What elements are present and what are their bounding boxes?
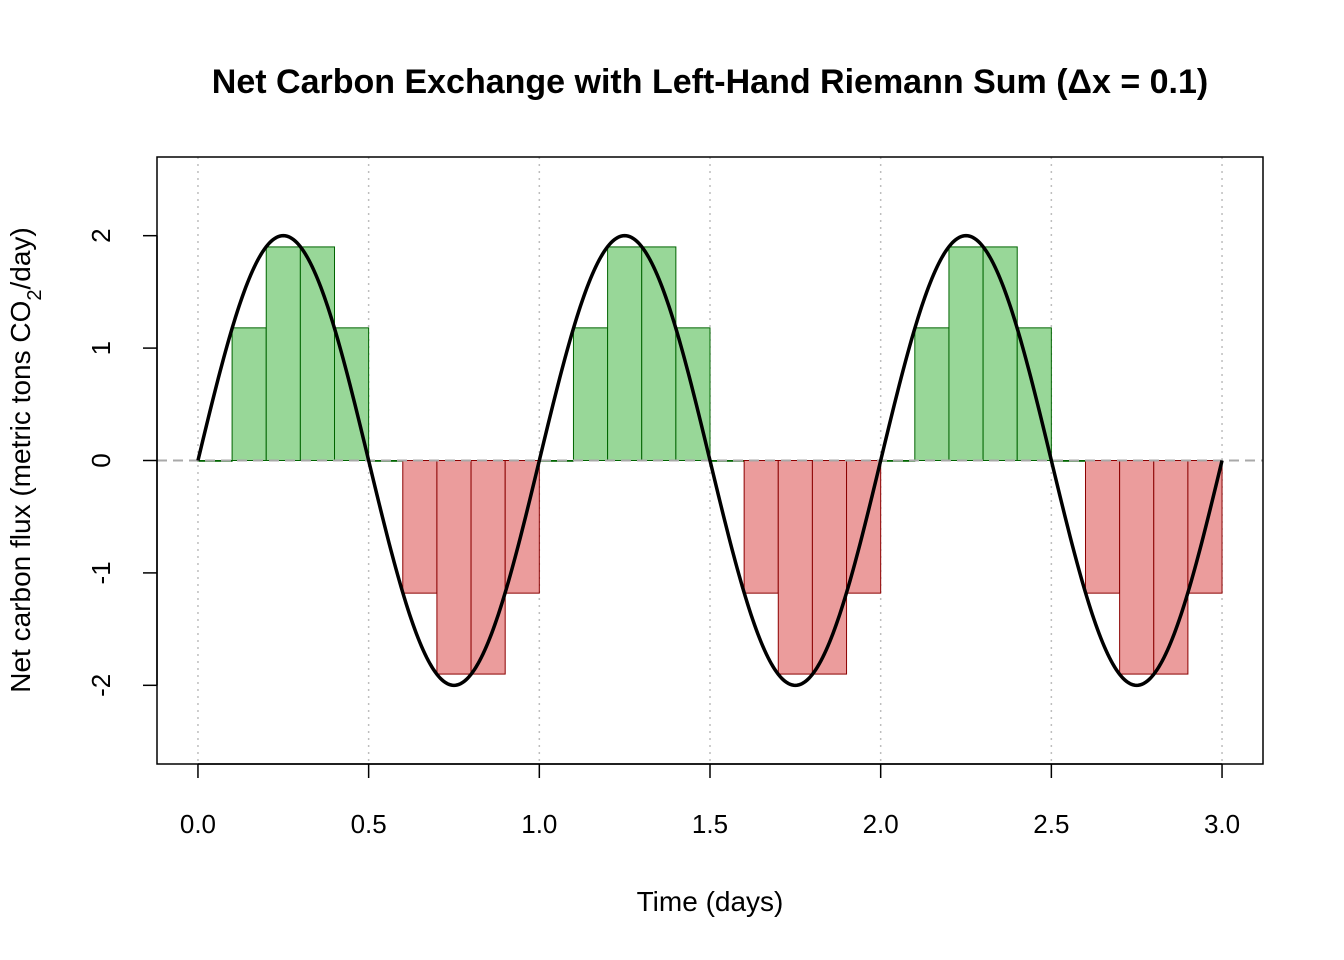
grid-lines	[197, 157, 1223, 764]
y-tick-label-1: -1	[86, 561, 116, 584]
riemann-bar-12	[607, 246, 643, 461]
y-axis-label: Net carbon flux (metric tons CO2/day)	[5, 227, 46, 693]
chart-title: Net Carbon Exchange with Left-Hand Riema…	[212, 63, 1208, 101]
y-tick-label-4: 2	[86, 228, 116, 242]
x-tick-label-2: 1.0	[521, 809, 557, 839]
riemann-bar-7	[436, 460, 472, 675]
y-axis: -2 -1 0 1 2	[86, 228, 158, 697]
y-axis-label-end: /day)	[5, 227, 36, 289]
x-tick-label-6: 3.0	[1204, 809, 1240, 839]
x-tick-label-0: 0.0	[180, 809, 216, 839]
y-axis-label-main: Net carbon flux (metric tons CO	[5, 301, 36, 693]
x-tick-label-4: 2.0	[863, 809, 899, 839]
riemann-bar-21	[914, 327, 950, 461]
riemann-bar-26	[1084, 460, 1121, 594]
flux-curve	[196, 233, 1224, 688]
riemann-bar-17	[777, 460, 813, 675]
riemann-bar-6	[402, 460, 438, 594]
riemann-bar-27	[1119, 460, 1155, 675]
riemann-bar-2	[265, 246, 301, 461]
y-tick-label-2: 0	[86, 453, 116, 467]
x-axis: 0.0 0.5 1.0 1.5 2.0 2.5 3.0	[180, 763, 1240, 839]
y-tick-label-3: 1	[86, 341, 116, 355]
x-axis-label: Time (days)	[637, 886, 784, 917]
x-tick-label-5: 2.5	[1033, 809, 1069, 839]
x-tick-label-1: 0.5	[351, 809, 387, 839]
riemann-bar-11	[572, 327, 609, 461]
riemann-bar-22	[948, 246, 984, 461]
x-tick-label-3: 1.5	[692, 809, 728, 839]
y-axis-label-subscript: 2	[24, 290, 46, 301]
riemann-bar-16	[743, 460, 779, 594]
riemann-bar-1	[231, 327, 267, 461]
y-tick-label-0: -2	[86, 674, 116, 697]
